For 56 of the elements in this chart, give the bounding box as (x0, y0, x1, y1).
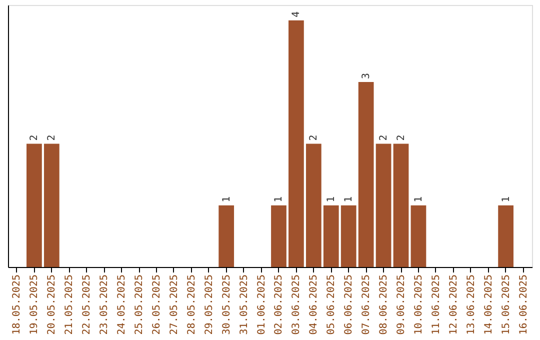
bar (340, 205, 356, 267)
data-label: 2 (46, 134, 58, 141)
x-tick-label: 29.05.2025 (204, 274, 215, 335)
data-label: 1 (344, 196, 355, 202)
x-tick-label: 24.05.2025 (116, 274, 128, 335)
x-tick-label: 22.05.2025 (82, 274, 93, 335)
bar (498, 205, 514, 267)
bar (218, 205, 234, 267)
data-label: 2 (29, 134, 40, 141)
data-label: 1 (274, 196, 285, 202)
x-tick-label: 02.06.2025 (274, 274, 285, 335)
bar (306, 144, 322, 267)
bar (323, 205, 339, 267)
bar (358, 82, 374, 267)
x-tick-label: 30.05.2025 (221, 274, 232, 335)
bar (44, 144, 60, 267)
data-label: 3 (361, 73, 372, 80)
x-tick-label: 15.06.2025 (500, 274, 512, 335)
x-tick-label: 23.05.2025 (99, 274, 110, 335)
x-tick-label: 16.06.2025 (518, 274, 530, 335)
x-tick-label: 04.06.2025 (308, 274, 320, 335)
x-tick-label: 06.06.2025 (344, 274, 355, 335)
x-tick-label: 19.05.2025 (29, 274, 40, 335)
x-tick-label: 27.05.2025 (168, 274, 180, 335)
x-tick-label: 08.06.2025 (378, 274, 390, 335)
data-label: 2 (378, 134, 390, 141)
x-tick-label: 11.06.2025 (430, 274, 442, 335)
x-tick-label: 03.06.2025 (291, 274, 302, 335)
bar (26, 144, 42, 267)
x-tick-label: 21.05.2025 (64, 274, 76, 335)
bar (393, 144, 409, 267)
data-label: 2 (396, 134, 407, 141)
bar (288, 20, 304, 267)
x-tick-label: 09.06.2025 (396, 274, 407, 335)
x-tick-label: 01.06.2025 (256, 274, 268, 335)
x-tick-label: 25.05.2025 (134, 274, 145, 335)
x-tick-label: 18.05.2025 (12, 274, 23, 335)
x-tick-label: 13.06.2025 (466, 274, 477, 335)
data-label: 4 (291, 11, 302, 18)
x-tick-label: 05.06.2025 (326, 274, 338, 335)
data-label: 1 (500, 196, 512, 202)
data-label: 2 (308, 134, 320, 141)
x-tick-label: 28.05.2025 (186, 274, 198, 335)
x-tick-label: 12.06.2025 (448, 274, 460, 335)
x-tick-label: 14.06.2025 (483, 274, 494, 335)
data-label: 1 (221, 196, 232, 202)
x-tick-label: 10.06.2025 (413, 274, 424, 335)
x-tick-label: 07.06.2025 (361, 274, 372, 335)
x-tick-label: 20.05.2025 (46, 274, 58, 335)
data-label: 1 (413, 196, 424, 202)
bar (376, 144, 392, 267)
bar (410, 205, 426, 267)
x-tick-label: 31.05.2025 (238, 274, 250, 335)
data-label: 1 (326, 196, 338, 202)
bar (271, 205, 286, 267)
x-tick-label: 26.05.2025 (151, 274, 162, 335)
